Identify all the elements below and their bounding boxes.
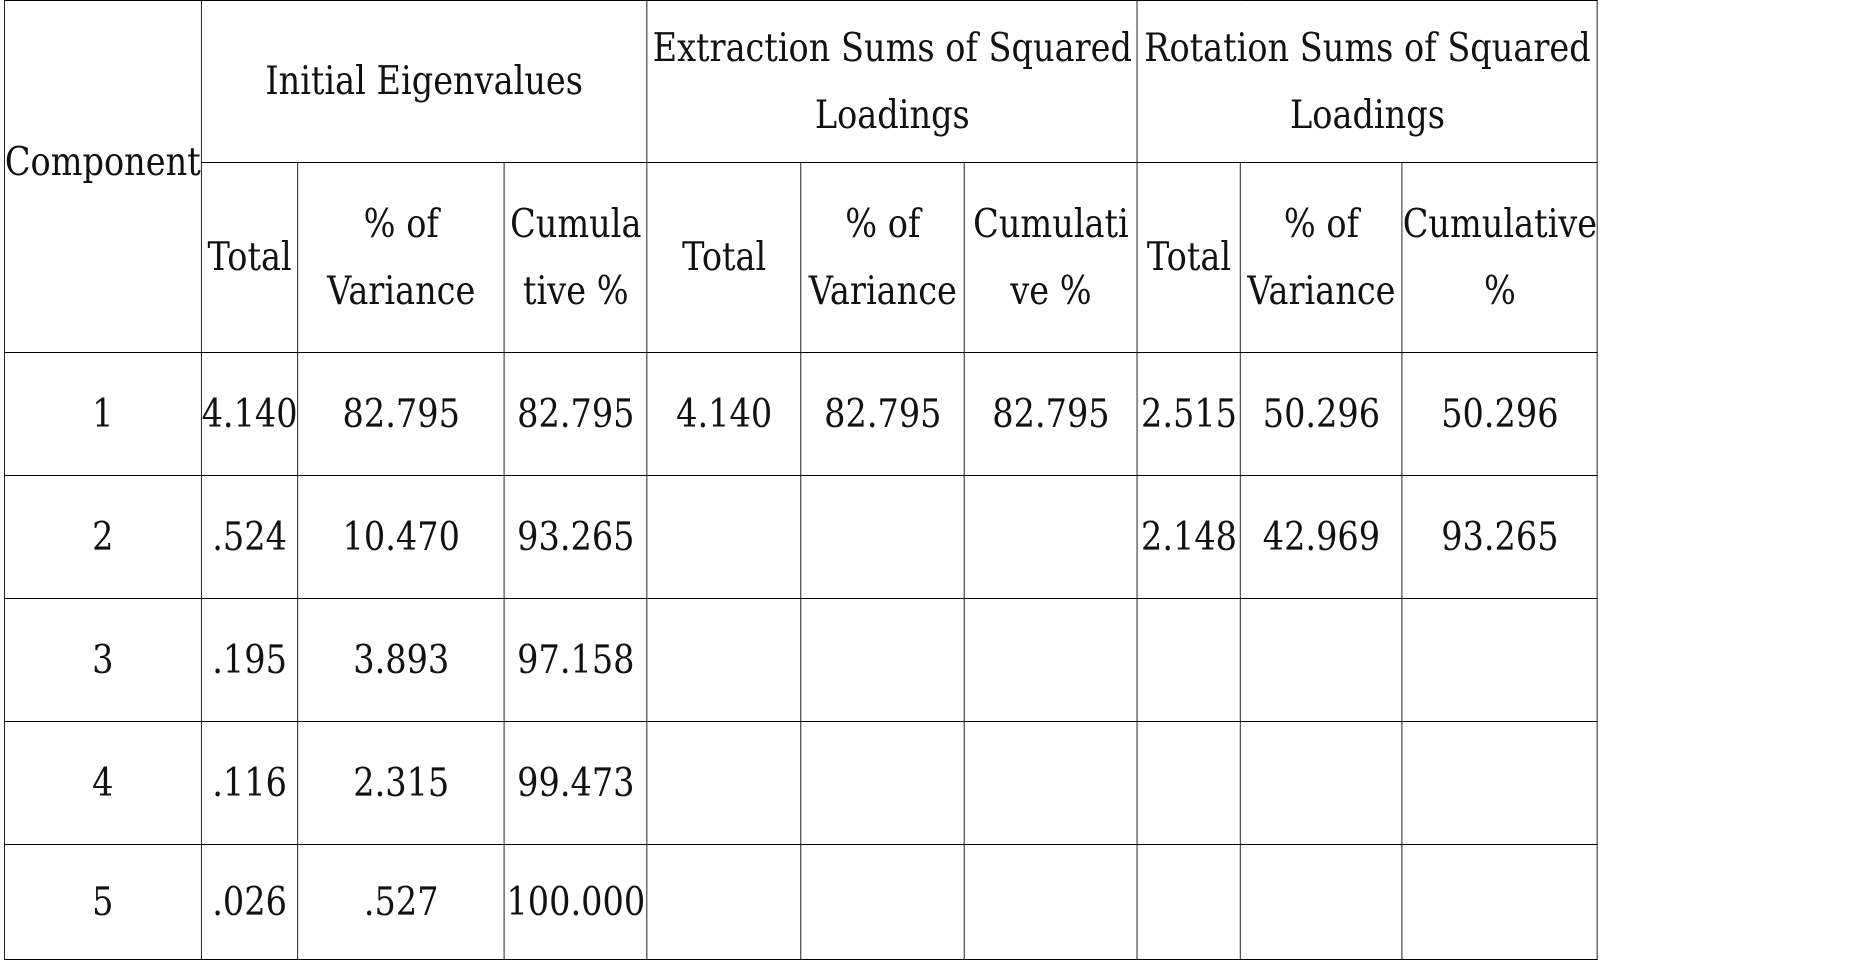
rotation-total-value [1136, 844, 1242, 960]
initial-pct-value: 2.315 [297, 721, 505, 845]
rotation-total-value [1136, 721, 1242, 845]
extraction-cum-value [964, 475, 1138, 599]
component-header-cell: Component [4, 0, 202, 353]
initial-total-value: 4.140 [200, 352, 299, 476]
subheader-extraction-cumulative-text: Cumulative % [973, 201, 1129, 314]
rotation-cum-value [1401, 721, 1598, 845]
subheader-initial-total: Total [200, 162, 299, 353]
subheader-initial-pct-variance: % of Variance [297, 162, 505, 353]
initial-cum-value: 99.473 [504, 721, 648, 845]
extraction-pct-value [800, 844, 965, 960]
rotation-pct-value [1240, 598, 1403, 722]
initial-total-value: .524 [200, 475, 299, 599]
rotation-cum-value [1401, 598, 1598, 722]
extraction-total-value: 4.140 [646, 352, 802, 476]
rotation-cum-value: 50.296 [1401, 352, 1598, 476]
extraction-total-value [646, 598, 802, 722]
initial-total-value: .195 [200, 598, 299, 722]
rotation-pct-value [1240, 721, 1403, 845]
rotation-cum-value [1401, 844, 1598, 960]
subheader-initial-cumulative: Cumulative % [504, 162, 648, 353]
table-row: 2 .524 10.470 93.265 2.148 42.969 93.265 [4, 475, 1598, 599]
subheader-initial-cumulative-text: Cumulative % [510, 201, 642, 314]
initial-pct-value: 10.470 [297, 475, 505, 599]
subheader-rotation-cumulative: Cumulative % [1401, 162, 1598, 353]
initial-total-value: .026 [200, 844, 299, 960]
extraction-cum-value [964, 844, 1138, 960]
initial-cum-value: 93.265 [504, 475, 648, 599]
initial-total-value: .116 [200, 721, 299, 845]
component-header: Component [4, 140, 201, 185]
group-header-row: Component Initial Eigenvalues Extraction… [4, 0, 1598, 353]
initial-pct-value: 82.795 [297, 352, 505, 476]
table-row: 4 .116 2.315 99.473 [4, 721, 1598, 845]
extraction-pct-value [800, 598, 965, 722]
initial-pct-value: .527 [297, 844, 505, 960]
rotation-cum-value: 93.265 [1401, 475, 1598, 599]
subheader-extraction-total: Total [646, 162, 802, 353]
table-row: 1 4.140 82.795 82.795 4.140 82.795 82.79… [4, 352, 1598, 476]
group-initial-eigenvalues: Initial Eigenvalues [200, 0, 648, 163]
rotation-pct-value: 50.296 [1240, 352, 1403, 476]
extraction-cum-value [964, 598, 1138, 722]
subheader-row: Total % of Variance Cumulative % Total %… [4, 162, 1598, 353]
extraction-pct-value [800, 475, 965, 599]
total-variance-explained-table: Component Initial Eigenvalues Extraction… [4, 0, 1598, 960]
extraction-pct-value [800, 721, 965, 845]
initial-pct-value: 3.893 [297, 598, 505, 722]
table-row: 3 .195 3.893 97.158 [4, 598, 1598, 722]
component-number: 4 [4, 721, 202, 845]
subheader-rotation-total: Total [1136, 162, 1242, 353]
rotation-total-value [1136, 598, 1242, 722]
initial-cum-value: 82.795 [504, 352, 648, 476]
extraction-pct-value: 82.795 [800, 352, 965, 476]
component-number: 5 [4, 844, 202, 960]
group-extraction-sums: Extraction Sums of Squared Loadings [646, 0, 1138, 163]
initial-cum-value: 97.158 [504, 598, 648, 722]
extraction-total-value [646, 475, 802, 599]
extraction-total-value [646, 844, 802, 960]
rotation-total-value: 2.148 [1136, 475, 1242, 599]
component-number: 3 [4, 598, 202, 722]
rotation-total-value: 2.515 [1136, 352, 1242, 476]
group-rotation-sums: Rotation Sums of Squared Loadings [1136, 0, 1598, 163]
table-row: 5 .026 .527 100.000 [4, 844, 1598, 960]
component-number: 1 [4, 352, 202, 476]
extraction-cum-value [964, 721, 1138, 845]
extraction-cum-value: 82.795 [964, 352, 1138, 476]
component-number: 2 [4, 475, 202, 599]
rotation-pct-value: 42.969 [1240, 475, 1403, 599]
subheader-extraction-pct-variance: % of Variance [800, 162, 965, 353]
subheader-extraction-cumulative: Cumulative % [964, 162, 1138, 353]
initial-cum-value: 100.000 [504, 844, 648, 960]
rotation-pct-value [1240, 844, 1403, 960]
subheader-rotation-pct-variance: % of Variance [1240, 162, 1403, 353]
extraction-total-value [646, 721, 802, 845]
